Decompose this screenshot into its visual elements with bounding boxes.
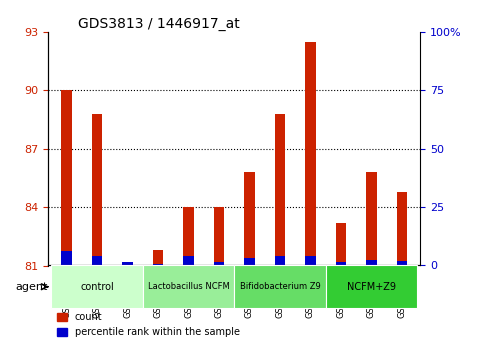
Bar bbox=[153, 264, 163, 266]
Bar bbox=[61, 90, 72, 266]
Text: Bifidobacterium Z9: Bifidobacterium Z9 bbox=[240, 282, 320, 291]
Text: Lactobacillus NCFM: Lactobacillus NCFM bbox=[148, 282, 229, 291]
Bar bbox=[122, 263, 133, 266]
Bar bbox=[275, 114, 285, 266]
Bar bbox=[397, 192, 407, 266]
Text: control: control bbox=[80, 282, 114, 292]
Bar bbox=[122, 262, 133, 266]
Bar bbox=[336, 262, 346, 266]
Bar bbox=[366, 172, 377, 266]
Bar bbox=[92, 256, 102, 266]
Text: GDS3813 / 1446917_at: GDS3813 / 1446917_at bbox=[78, 17, 240, 31]
Text: NCFM+Z9: NCFM+Z9 bbox=[347, 282, 396, 292]
Bar bbox=[92, 114, 102, 266]
Bar bbox=[305, 42, 316, 266]
Bar bbox=[153, 250, 163, 266]
Bar bbox=[183, 207, 194, 266]
Bar bbox=[234, 266, 326, 308]
Bar bbox=[61, 251, 72, 266]
Bar bbox=[326, 266, 417, 308]
Bar bbox=[213, 262, 224, 266]
Legend: count, percentile rank within the sample: count, percentile rank within the sample bbox=[53, 309, 243, 341]
Bar bbox=[244, 258, 255, 266]
Bar bbox=[275, 256, 285, 266]
Text: agent: agent bbox=[15, 282, 48, 292]
Bar bbox=[366, 260, 377, 266]
Bar bbox=[183, 256, 194, 266]
Bar bbox=[244, 172, 255, 266]
Bar bbox=[336, 223, 346, 266]
Bar bbox=[397, 261, 407, 266]
Bar bbox=[213, 207, 224, 266]
Bar bbox=[305, 256, 316, 266]
Bar bbox=[143, 266, 234, 308]
Bar bbox=[51, 266, 143, 308]
